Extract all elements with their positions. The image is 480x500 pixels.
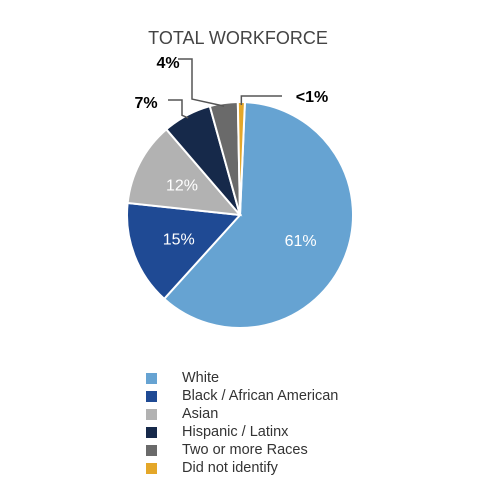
slice-black-african-american bbox=[126, 201, 243, 301]
legend-label: Asian bbox=[182, 406, 219, 422]
leader-line-hispanic-latinx bbox=[168, 99, 189, 119]
leader-line-two-or-more-races bbox=[178, 58, 225, 107]
slice-label-black-african-american: 15% bbox=[163, 231, 195, 248]
legend-item-two-or-more-races: Two or more Races bbox=[146, 441, 338, 459]
legend-item-black-african-american: Black / African American bbox=[146, 387, 338, 405]
legend-item-white: White bbox=[146, 369, 338, 387]
slice-label-asian: 12% bbox=[166, 178, 198, 195]
pie-slices bbox=[126, 101, 354, 329]
legend-label: Hispanic / Latinx bbox=[182, 424, 289, 440]
slice-label-hispanic-latinx: 7% bbox=[134, 95, 157, 112]
legend-item-hispanic-latinx: Hispanic / Latinx bbox=[146, 423, 338, 441]
legend-swatch bbox=[146, 390, 157, 402]
legend: White Black / African American Asian Hispan… bbox=[146, 369, 338, 477]
slice-asian bbox=[126, 127, 243, 217]
legend-label: Black / African American bbox=[182, 388, 339, 404]
legend-item-did-not-identify: Did not identify bbox=[146, 459, 338, 477]
legend-label: Did not identify bbox=[182, 460, 278, 476]
slice-label-did-not-identify: <1% bbox=[296, 89, 328, 106]
slice-label-white: 61% bbox=[285, 233, 317, 250]
chart-title: TOTAL WORKFORCE bbox=[148, 28, 328, 48]
legend-swatch bbox=[146, 462, 157, 474]
legend-label: White bbox=[182, 370, 220, 386]
legend-swatch bbox=[146, 372, 157, 384]
legend-label: Two or more Races bbox=[182, 442, 308, 458]
legend-swatch bbox=[146, 444, 157, 456]
leader-line-did-not-identify bbox=[240, 95, 282, 106]
legend-swatch bbox=[146, 408, 157, 420]
legend-swatch bbox=[146, 426, 157, 438]
slice-white bbox=[162, 101, 354, 329]
slice-label-two-or-more-races: 4% bbox=[156, 55, 179, 72]
pie-labels: 61% 15% 12% 7% 4% <1% bbox=[134, 55, 328, 250]
legend-item-asian: Asian bbox=[146, 405, 338, 423]
